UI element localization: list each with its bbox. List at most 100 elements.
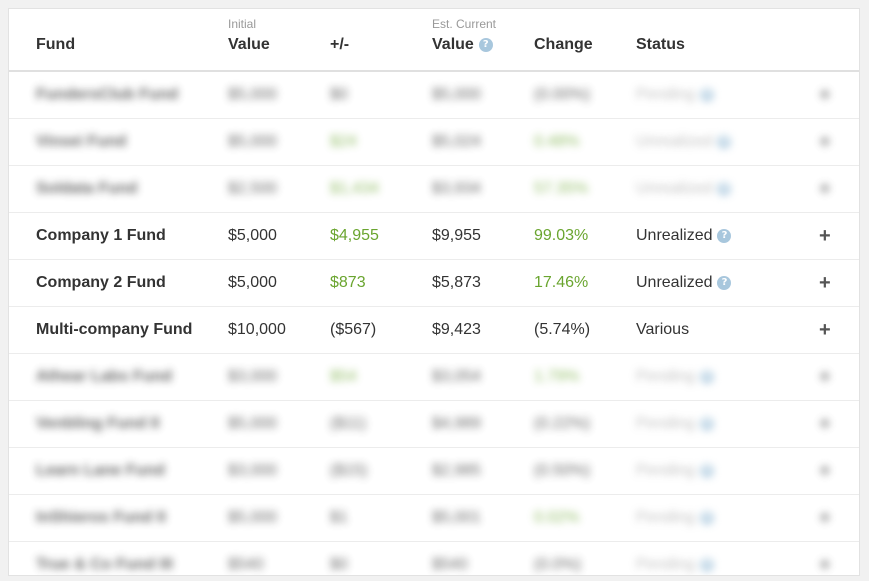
status-cell: Unrealized? bbox=[636, 119, 732, 165]
status-text: Unrealized bbox=[636, 274, 713, 291]
status-cell: Pending? bbox=[636, 354, 714, 400]
plusminus-value: ($11) bbox=[330, 415, 367, 432]
expand-icon[interactable]: + bbox=[819, 460, 831, 482]
change-value: 17.46% bbox=[534, 274, 589, 291]
expand-icon[interactable]: + bbox=[819, 507, 831, 529]
table-row[interactable]: Multi-company Fund $10,000 ($567) $9,423 (5.… bbox=[9, 307, 859, 354]
initial-value: $5,000 bbox=[228, 227, 277, 244]
fund-name: True & Co Fund III bbox=[36, 556, 173, 573]
status-text: Pending bbox=[636, 556, 695, 573]
status-cell: Unrealized? bbox=[636, 213, 732, 259]
status-text: Pending bbox=[636, 415, 695, 432]
plusminus-value: $4,955 bbox=[330, 227, 379, 244]
expand-icon[interactable]: + bbox=[819, 84, 831, 106]
expand-icon[interactable]: + bbox=[819, 413, 831, 435]
plusminus-value: $0 bbox=[330, 86, 348, 103]
change-value: 57.35% bbox=[534, 180, 589, 197]
initial-value: $5,000 bbox=[228, 274, 277, 291]
status-text: Pending bbox=[636, 509, 695, 526]
expand-icon[interactable]: + bbox=[819, 178, 831, 200]
table-row[interactable]: Company 2 Fund $5,000 $873 $5,873 17.46% Unre… bbox=[9, 260, 859, 307]
table-header: Fund Initial Value +/- Est. Current Valu… bbox=[9, 9, 859, 72]
expand-icon[interactable]: + bbox=[819, 554, 831, 576]
expand-icon[interactable]: + bbox=[819, 272, 831, 294]
status-text: Various bbox=[636, 321, 690, 338]
change-value: 1.79% bbox=[534, 368, 580, 385]
help-icon[interactable]: ? bbox=[699, 370, 714, 384]
current-value: $540 bbox=[432, 556, 468, 573]
plusminus-value: ($15) bbox=[330, 462, 368, 479]
current-value: $4,989 bbox=[432, 415, 481, 432]
help-icon[interactable]: ? bbox=[717, 135, 732, 149]
initial-value: $3,000 bbox=[228, 462, 277, 479]
plusminus-value: $0 bbox=[330, 556, 348, 573]
status-cell: Pending? bbox=[636, 542, 714, 575]
plusminus-value: $873 bbox=[330, 274, 366, 291]
help-icon[interactable]: ? bbox=[699, 511, 714, 525]
help-icon[interactable]: ? bbox=[717, 276, 732, 290]
initial-value: $10,000 bbox=[228, 321, 286, 338]
table-row[interactable]: Soldata Fund $2,500 $1,434 $3,934 57.35% Unre… bbox=[9, 166, 859, 213]
fund-name: Athear Labs Fund bbox=[36, 368, 173, 385]
expand-icon[interactable]: + bbox=[819, 319, 831, 341]
header-initial-main: Value bbox=[228, 36, 270, 53]
status-text: Unrealized bbox=[636, 227, 713, 244]
header-fund-label: Fund bbox=[36, 36, 76, 53]
current-value: $2,985 bbox=[432, 462, 481, 479]
table-row[interactable]: FundersClub Fund $5,000 $0 $5,000 (0.00%) Pen… bbox=[9, 72, 859, 119]
status-cell: Unrealized? bbox=[636, 260, 732, 306]
initial-value: $3,000 bbox=[228, 368, 277, 385]
header-initial-sub: Initial bbox=[228, 17, 257, 31]
fund-name: Vinsei Fund bbox=[36, 133, 127, 150]
current-value: $9,955 bbox=[432, 227, 481, 244]
change-value: (0.00%) bbox=[534, 86, 591, 103]
header-change-label: Change bbox=[534, 36, 593, 53]
plusminus-value: $1 bbox=[330, 509, 348, 526]
initial-value: $5,000 bbox=[228, 86, 277, 103]
fund-name: Company 1 Fund bbox=[36, 227, 166, 244]
plusminus-value: ($567) bbox=[330, 321, 377, 338]
expand-icon[interactable]: + bbox=[819, 366, 831, 388]
current-value: $5,001 bbox=[432, 509, 481, 526]
table-row[interactable]: InShieros Fund II $5,000 $1 $5,001 0.02% Pend… bbox=[9, 495, 859, 542]
help-icon[interactable]: ? bbox=[717, 182, 732, 196]
help-icon[interactable]: ? bbox=[699, 88, 714, 102]
table-row[interactable]: Vinsei Fund $5,000 $24 $5,024 0.48% Unrealize… bbox=[9, 119, 859, 166]
status-text: Pending bbox=[636, 462, 695, 479]
plusminus-value: $54 bbox=[330, 368, 357, 385]
current-value: $5,000 bbox=[432, 86, 481, 103]
table-row[interactable]: Learn Lane Fund $3,000 ($15) $2,985 (0.50%) P… bbox=[9, 448, 859, 495]
fund-name: Learn Lane Fund bbox=[36, 462, 165, 479]
table-row[interactable]: Athear Labs Fund $3,000 $54 $3,054 1.79% Pend… bbox=[9, 354, 859, 401]
header-current-main-label: Value bbox=[432, 36, 474, 53]
fund-name: Soldata Fund bbox=[36, 180, 138, 197]
table-row[interactable]: Venbling Fund II $5,000 ($11) $4,989 (0.22%)… bbox=[9, 401, 859, 448]
change-value: (5.74%) bbox=[534, 321, 591, 338]
initial-value: $5,000 bbox=[228, 133, 277, 150]
status-text: Pending bbox=[636, 368, 695, 385]
header-current-sub: Est. Current bbox=[432, 17, 497, 31]
help-icon[interactable]: ? bbox=[478, 38, 493, 52]
status-cell: Pending? bbox=[636, 495, 714, 541]
initial-value: $540 bbox=[228, 556, 264, 573]
change-value: (0.22%) bbox=[534, 415, 591, 432]
help-icon[interactable]: ? bbox=[699, 417, 714, 431]
help-icon[interactable]: ? bbox=[699, 558, 714, 572]
expand-icon[interactable]: + bbox=[819, 225, 831, 247]
status-text: Pending bbox=[636, 86, 695, 103]
fund-name: InShieros Fund II bbox=[36, 509, 166, 526]
help-icon[interactable]: ? bbox=[717, 229, 732, 243]
status-cell: Unrealized? bbox=[636, 166, 732, 212]
table-row[interactable]: True & Co Fund III $540 $0 $540 (0.0%) Pendin… bbox=[9, 542, 859, 576]
help-icon[interactable]: ? bbox=[699, 464, 714, 478]
initial-value: $2,500 bbox=[228, 180, 277, 197]
plusminus-value: $24 bbox=[330, 133, 357, 150]
expand-icon[interactable]: + bbox=[819, 131, 831, 153]
fund-name: FundersClub Fund bbox=[36, 86, 179, 103]
status-text: Unrealized bbox=[636, 180, 713, 197]
change-value: 0.48% bbox=[534, 133, 580, 150]
table-row[interactable]: Company 1 Fund $5,000 $4,955 $9,955 99.03% Un… bbox=[9, 213, 859, 260]
status-cell: Pending? bbox=[636, 448, 714, 494]
current-value: $5,024 bbox=[432, 133, 481, 150]
fund-name: Company 2 Fund bbox=[36, 274, 166, 291]
